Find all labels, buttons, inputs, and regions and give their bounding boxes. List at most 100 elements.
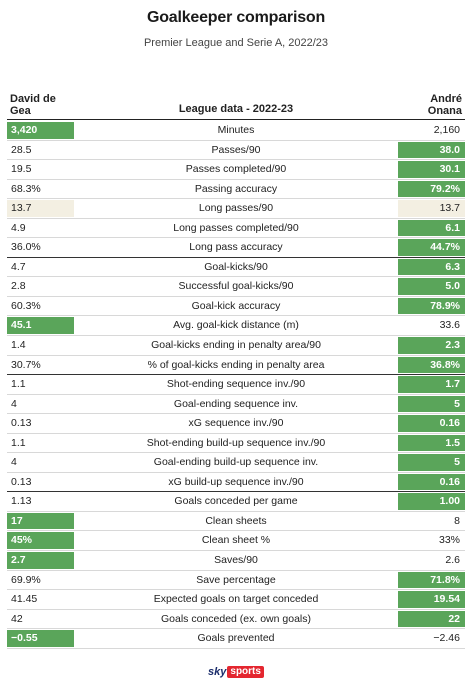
- left-value-cell: 42: [11, 612, 23, 625]
- table-row: 3,420 Minutes 2,160: [7, 121, 465, 141]
- table-row: 1.13 Goals conceded per game 1.00: [7, 492, 465, 512]
- table-row: 41.45 Expected goals on target conceded 19…: [7, 590, 465, 610]
- left-value-cell: 36.0%: [11, 241, 41, 254]
- table-row: 4.7 Goal-kicks/90 6.3: [7, 258, 465, 278]
- right-value-cell: 79.2%: [398, 180, 465, 198]
- table-column-header: League data - 2022-23: [178, 103, 294, 115]
- metric-label: Goal-ending sequence inv.: [173, 397, 299, 410]
- left-value-cell: 13.7: [7, 200, 74, 217]
- right-value-cell: 78.9%: [398, 297, 465, 315]
- comparison-table: 3,420 Minutes 2,160 28.5 Passes/90 38.0 19.5 Pa…: [7, 121, 465, 649]
- right-value-cell: 1.7: [398, 376, 465, 393]
- left-value-cell: −0.55: [7, 630, 74, 647]
- metric-label: Clean sheet %: [201, 534, 271, 547]
- player-right-header: André Onana: [428, 93, 462, 117]
- table-row: 60.3% Goal-kick accuracy 78.9%: [7, 297, 465, 317]
- metric-label: Save percentage: [196, 573, 276, 586]
- logo-sky-text: sky: [208, 666, 227, 678]
- metric-label: Goals prevented: [197, 632, 275, 645]
- right-value-cell: 6.3: [398, 258, 465, 276]
- metric-label: Long passes completed/90: [173, 221, 299, 234]
- left-value-cell: 4: [11, 397, 17, 410]
- right-value-cell: 22: [398, 610, 465, 628]
- right-value-cell: 5.0: [398, 278, 465, 295]
- left-value-cell: 68.3%: [11, 182, 41, 195]
- table-row: 4.9 Long passes completed/90 6.1: [7, 219, 465, 239]
- table-row: 1.1 Shot-ending build-up sequence inv./90…: [7, 434, 465, 454]
- table-row: 2.7 Saves/90 2.6: [7, 551, 465, 571]
- right-value-cell: 33%: [438, 534, 460, 547]
- table-row: 0.13 xG sequence inv./90 0.16: [7, 414, 465, 434]
- right-value-cell: 38.0: [398, 141, 465, 159]
- left-value-cell: 4: [11, 456, 17, 469]
- table-row: 17 Clean sheets 8: [7, 512, 465, 532]
- metric-label: % of goal-kicks ending in penalty area: [147, 358, 325, 371]
- right-value-cell: 44.7%: [398, 239, 465, 256]
- left-value-cell: 3,420: [7, 122, 74, 139]
- metric-label: Passes/90: [211, 143, 261, 156]
- metric-label: Goal-kick accuracy: [191, 299, 281, 312]
- metric-label: Long passes/90: [198, 202, 274, 215]
- metric-label: Expected goals on target conceded: [153, 593, 319, 606]
- left-value-cell: 69.9%: [11, 573, 41, 586]
- table-row: 13.7 Long passes/90 13.7: [7, 199, 465, 219]
- left-value-cell: 2.8: [11, 280, 26, 293]
- right-value-cell: 6.1: [398, 219, 465, 237]
- metric-label: Shot-ending sequence inv./90: [166, 378, 306, 391]
- left-value-cell: 45%: [7, 532, 74, 550]
- left-value-cell: 2.7: [7, 552, 74, 569]
- metric-label: Goal-kicks ending in penalty area/90: [151, 339, 321, 352]
- right-value-cell: 8: [454, 514, 460, 527]
- left-value-cell: 19.5: [11, 163, 32, 176]
- table-row: 1.1 Shot-ending sequence inv./90 1.7: [7, 375, 465, 395]
- left-value-cell: 1.4: [11, 339, 26, 352]
- right-value-cell: 30.1: [398, 161, 465, 178]
- right-value-cell: 36.8%: [398, 356, 465, 374]
- metric-label: xG build-up sequence inv./90: [168, 475, 304, 488]
- player-right-name-line1: André: [430, 93, 462, 105]
- left-value-cell: 1.1: [11, 436, 26, 449]
- metric-label: Shot-ending build-up sequence inv./90: [146, 436, 326, 449]
- left-value-cell: 17: [7, 512, 74, 530]
- player-left-header: David de Gea: [10, 93, 56, 117]
- right-value-cell: 33.6: [439, 319, 460, 332]
- table-row: −0.55 Goals prevented −2.46: [7, 629, 465, 649]
- metric-label: Successful goal-kicks/90: [178, 280, 294, 293]
- table-row: 68.3% Passing accuracy 79.2%: [7, 180, 465, 200]
- table-row: 69.9% Save percentage 71.8%: [7, 571, 465, 591]
- metric-label: Goals conceded per game: [174, 495, 298, 508]
- right-value-cell: 2.3: [398, 337, 465, 354]
- table-row: 30.7% % of goal-kicks ending in penalty a…: [7, 356, 465, 376]
- table-row: 42 Goals conceded (ex. own goals) 22: [7, 610, 465, 630]
- player-left-name-line2: Gea: [10, 105, 31, 117]
- right-value-cell: 1.00: [398, 493, 465, 510]
- sky-sports-logo: sky sports: [0, 662, 472, 680]
- player-right-name-line2: Onana: [427, 105, 462, 117]
- left-value-cell: 0.13: [11, 417, 32, 430]
- left-value-cell: 30.7%: [11, 358, 41, 371]
- right-value-cell: 19.54: [398, 591, 465, 608]
- table-row: 2.8 Successful goal-kicks/90 5.0: [7, 277, 465, 297]
- right-value-cell: −2.46: [433, 632, 460, 645]
- right-value-cell: 5: [398, 454, 465, 471]
- left-value-cell: 28.5: [11, 143, 32, 156]
- table-row: 45% Clean sheet % 33%: [7, 531, 465, 552]
- metric-label: Goal-ending build-up sequence inv.: [153, 456, 319, 469]
- metric-label: Passing accuracy: [194, 182, 278, 195]
- left-value-cell: 60.3%: [11, 299, 41, 312]
- right-value-cell: 2,160: [433, 124, 460, 136]
- table-row: 4 Goal-ending sequence inv. 5: [7, 395, 465, 415]
- right-value-cell: 0.16: [398, 415, 465, 432]
- right-value-cell: 71.8%: [398, 571, 465, 589]
- left-value-cell: 4.9: [11, 221, 26, 234]
- left-value-cell: 1.1: [11, 378, 26, 391]
- table-row: 28.5 Passes/90 38.0: [7, 141, 465, 161]
- metric-label: Saves/90: [214, 554, 258, 567]
- table-row: 1.4 Goal-kicks ending in penalty area/90 2…: [7, 336, 465, 356]
- player-left-name-line1: David de: [10, 93, 56, 105]
- right-value-cell: 1.5: [398, 434, 465, 452]
- left-value-cell: 45.1: [7, 317, 74, 335]
- logo-sports-text: sports: [227, 666, 264, 678]
- left-value-cell: 1.13: [11, 495, 32, 508]
- page-subtitle: Premier League and Serie A, 2022/23: [143, 37, 329, 49]
